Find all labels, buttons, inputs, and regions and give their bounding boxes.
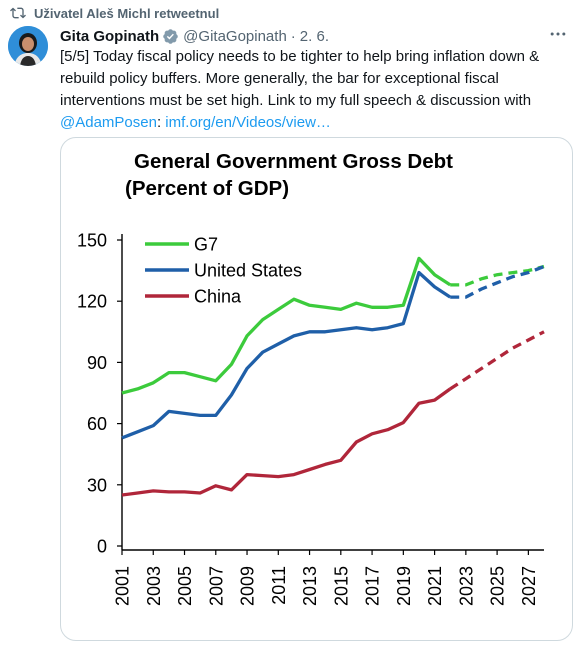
legend-label-0: G7 (194, 235, 218, 255)
tweet-date[interactable]: 2. 6. (299, 27, 329, 45)
series-line-1 (121, 270, 452, 440)
legend-label-1: United States (194, 261, 302, 281)
y-tick-label: 60 (87, 414, 107, 434)
x-tick-label: 2005 (175, 566, 195, 606)
external-link[interactable]: imf.org/en/Videos/view… (165, 114, 331, 131)
avatar[interactable] (8, 26, 48, 66)
x-tick-label: 2021 (425, 566, 445, 606)
legend: G7 United States China (145, 235, 302, 307)
y-tick-label: 90 (87, 353, 107, 373)
series-layer (121, 256, 545, 497)
author-name[interactable]: Gita Gopinath (60, 27, 160, 45)
x-tick-label: 2009 (238, 566, 258, 606)
mention-link[interactable]: @AdamPosen (60, 114, 157, 131)
avatar-image (8, 26, 48, 66)
y-tick-label: 120 (77, 292, 107, 312)
x-tick-label: 2013 (300, 566, 320, 606)
debt-chart: General Government Gross Debt (Percent o… (77, 150, 545, 606)
more-dots-icon (550, 32, 566, 36)
x-tick-label: 2011 (269, 566, 289, 605)
chart-title: General Government Gross Debt (134, 150, 453, 173)
header-separator: · (290, 27, 296, 45)
y-tick-label: 0 (97, 537, 107, 557)
x-tick-label: 2003 (144, 566, 164, 606)
retweet-context[interactable]: Uživatel Aleš Michl retweetnul (10, 4, 220, 22)
series-line-0 (121, 256, 452, 395)
series-projection-0 (450, 264, 545, 287)
x-tick-label: 2025 (488, 566, 508, 606)
y-tick-label: 30 (87, 475, 107, 495)
y-tick-label: 150 (77, 231, 107, 251)
series-line-2 (121, 387, 452, 497)
x-axis: 2001 2003 2005 2007 2009 2011 2013 2015 2017 2019… (113, 549, 544, 606)
series-projection-1 (450, 264, 545, 299)
x-tick-label: 2015 (331, 566, 351, 606)
series-projection-2 (449, 330, 545, 391)
retweet-icon (10, 7, 26, 19)
tweet-text: [5/5] Today fiscal policy needs to be ti… (60, 46, 572, 134)
media-card[interactable]: General Government Gross Debt (Percent o… (60, 137, 573, 641)
chart-subtitle: (Percent of GDP) (125, 177, 289, 200)
tweet-header: Gita Gopinath @GitaGopinath · 2. 6. (60, 26, 569, 46)
y-axis: 0 30 60 90 120 150 (77, 231, 123, 557)
verified-badge-icon[interactable] (162, 28, 179, 45)
x-tick-label: 2023 (456, 566, 476, 606)
x-tick-label: 2017 (363, 566, 383, 606)
x-tick-label: 2007 (206, 566, 226, 606)
x-tick-label: 2001 (113, 566, 133, 606)
tweet-text-body: [5/5] Today fiscal policy needs to be ti… (60, 48, 540, 109)
tweet-text-colon: : (156, 114, 166, 131)
retweet-label: Uživatel Aleš Michl retweetnul (34, 5, 220, 21)
author-handle[interactable]: @GitaGopinath (183, 27, 287, 45)
legend-label-2: China (194, 287, 242, 307)
x-tick-label: 2027 (519, 566, 539, 606)
more-options-icon[interactable] (547, 24, 569, 46)
x-tick-label: 2019 (394, 566, 414, 606)
